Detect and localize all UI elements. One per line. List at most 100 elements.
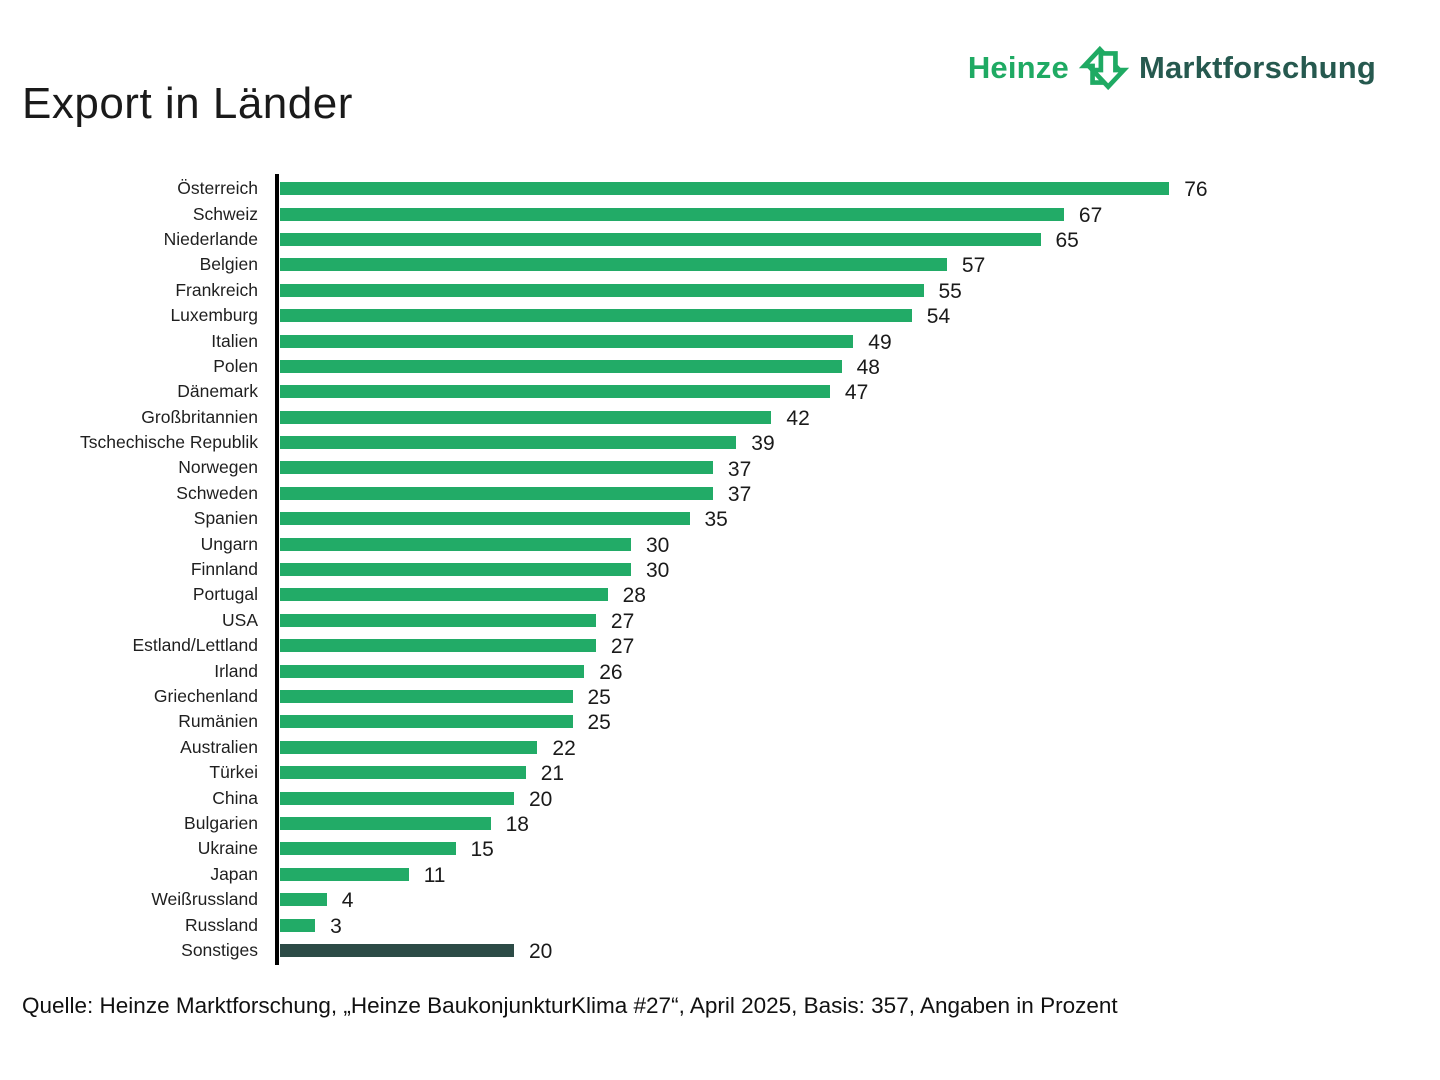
value-label: 4 (341, 889, 354, 913)
bar-row: Finnland 30 (0, 557, 1440, 582)
bar (280, 918, 316, 932)
value-label: 27 (610, 609, 635, 633)
category-label: Türkei (209, 762, 258, 783)
category-label: Ukraine (197, 838, 258, 859)
bar-row: Rumänien 25 (0, 709, 1440, 734)
bar-chart: Österreich 76 Schweiz 67 Niederlande 65 Belgie… (0, 174, 1440, 966)
bar (280, 867, 409, 881)
category-label: Dänemark (177, 381, 258, 402)
value-label: 37 (727, 482, 752, 506)
category-label: Norwegen (178, 457, 258, 478)
value-label: 49 (868, 330, 892, 354)
bar-row: Tschechische Republik 39 (0, 430, 1440, 455)
bar-row: Türkei 21 (0, 760, 1440, 785)
value-label: 55 (938, 279, 962, 303)
category-label: Luxemburg (170, 305, 258, 326)
y-axis-line (275, 174, 279, 966)
category-label: Spanien (193, 508, 258, 529)
bar-row: Russland 3 (0, 912, 1440, 938)
category-label: Tschechische Republik (79, 432, 258, 453)
bar (280, 537, 631, 551)
category-label: Australien (180, 736, 258, 757)
bar-row: Japan 11 (0, 862, 1440, 887)
bar (280, 613, 596, 627)
value-label: 37 (727, 457, 752, 481)
bar (280, 486, 713, 500)
bar (280, 588, 608, 602)
value-label: 3 (330, 914, 342, 938)
bar-row: Schweiz 67 (0, 201, 1440, 227)
logo-suffix-text: Marktforschung (1138, 50, 1376, 85)
category-label: Irland (214, 660, 258, 681)
bar (280, 461, 713, 475)
category-label: Ungarn (200, 533, 258, 554)
bar (280, 385, 830, 399)
bar-row: Dänemark 47 (0, 379, 1440, 404)
bar (280, 791, 514, 805)
value-label: 25 (587, 686, 611, 710)
bar (280, 816, 491, 830)
category-label: Portugal (192, 584, 258, 605)
category-label: Großbritannien (141, 406, 258, 427)
value-label: 28 (622, 584, 646, 608)
category-label: Schweden (176, 482, 258, 503)
value-label: 25 (587, 711, 611, 735)
value-label: 48 (856, 355, 880, 379)
heinze-marktforschung-logo: Heinze Marktforschung (968, 44, 1376, 92)
bar (280, 943, 514, 957)
value-label: 18 (505, 812, 529, 836)
bar-row: China 20 (0, 785, 1440, 811)
bar-row: Bulgarien 18 (0, 811, 1440, 836)
value-label: 15 (470, 838, 494, 862)
value-label: 21 (540, 762, 565, 786)
value-label: 47 (844, 381, 869, 405)
bar-row: Ukraine 15 (0, 836, 1440, 861)
value-label: 35 (704, 508, 728, 532)
bar (280, 410, 772, 424)
bar (280, 334, 854, 348)
category-label: Bulgarien (184, 812, 258, 833)
bar (280, 232, 1041, 246)
bar-row: Österreich 76 (0, 176, 1440, 201)
bar-row: Estland/Lettland 27 (0, 633, 1440, 658)
bar (280, 207, 1064, 221)
bar-row: Luxemburg 54 (0, 303, 1440, 328)
value-label: 30 (646, 559, 670, 583)
source-note: Quelle: Heinze Marktforschung, „Heinze B… (22, 993, 1118, 1018)
bar (280, 512, 690, 526)
category-label: Sonstiges (181, 939, 258, 960)
category-label: USA (222, 609, 258, 630)
value-label: 30 (646, 533, 670, 557)
bar (280, 182, 1170, 196)
category-label: Weißrussland (151, 889, 258, 910)
category-label: Schweiz (192, 203, 258, 224)
value-label: 65 (1055, 228, 1079, 252)
bar (280, 690, 573, 703)
bar (280, 563, 631, 577)
bar (280, 639, 596, 653)
value-label: 27 (610, 635, 635, 659)
value-label: 11 (423, 863, 446, 887)
bar-row: Portugal 28 (0, 582, 1440, 607)
bar-row: Großbritannien 42 (0, 405, 1440, 430)
bar (280, 258, 947, 272)
bar-row: USA 27 (0, 608, 1440, 633)
bar (280, 740, 538, 754)
bar-row: Norwegen 37 (0, 455, 1440, 480)
bar-row: Griechenland 25 (0, 684, 1440, 709)
value-label: 22 (552, 736, 576, 760)
logo-brand-text: Heinze (967, 50, 1069, 85)
bar-row: Italien 49 (0, 328, 1440, 354)
up-down-exchange-arrows-icon (1078, 44, 1130, 92)
bar-row: Schweden 37 (0, 481, 1440, 506)
bar-row: Spanien 35 (0, 506, 1440, 531)
value-label: 76 (1184, 178, 1208, 202)
bar (280, 893, 327, 907)
category-label: Estland/Lettland (132, 635, 258, 656)
value-label: 26 (599, 660, 623, 684)
bar (280, 283, 924, 297)
bar (280, 436, 737, 450)
bar-row: Irland 26 (0, 658, 1440, 684)
bar (280, 359, 842, 373)
bar (280, 664, 585, 678)
